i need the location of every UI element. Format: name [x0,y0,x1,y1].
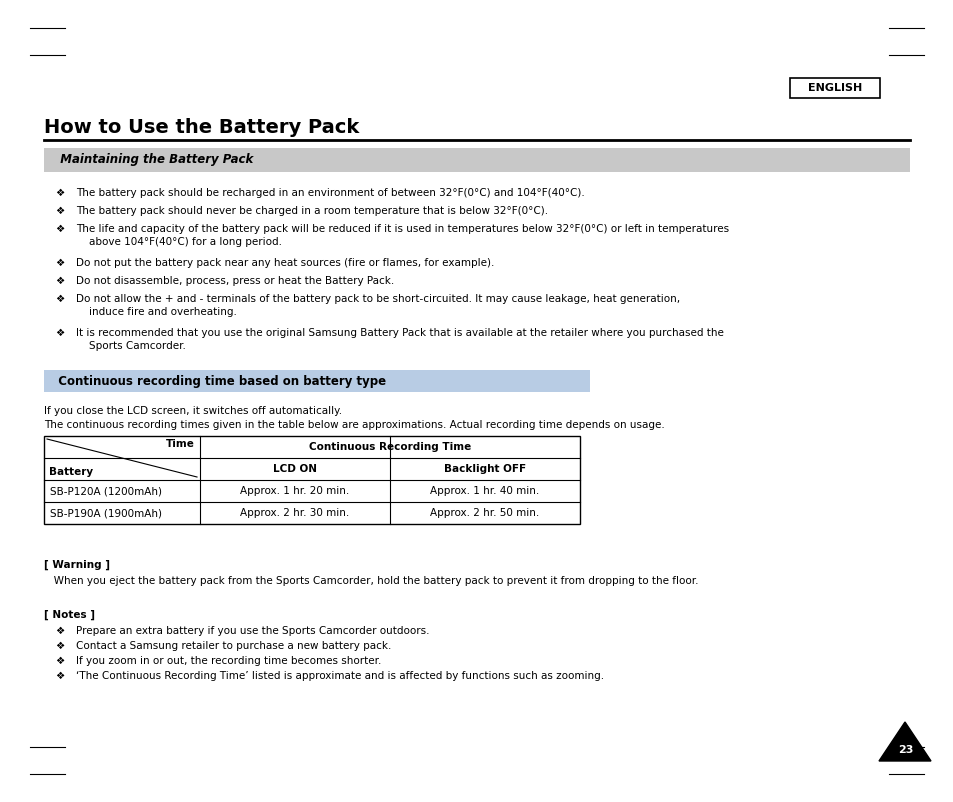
Text: If you close the LCD screen, it switches off automatically.: If you close the LCD screen, it switches… [44,406,342,416]
Polygon shape [878,722,930,761]
Text: Time: Time [166,439,194,449]
Text: Do not disassemble, process, press or heat the Battery Pack.: Do not disassemble, process, press or he… [76,276,394,286]
Text: ❖: ❖ [55,671,64,681]
Text: ❖: ❖ [55,641,64,651]
Text: ENGLISH: ENGLISH [807,83,862,93]
Text: SB-P190A (1900mAh): SB-P190A (1900mAh) [50,508,162,518]
Text: Maintaining the Battery Pack: Maintaining the Battery Pack [52,153,253,167]
Bar [44,148,909,172]
Text: Prepare an extra battery if you use the Sports Camcorder outdoors.: Prepare an extra battery if you use the … [76,626,429,636]
Text: The battery pack should be recharged in an environment of between 32°F(0°C) and : The battery pack should be recharged in … [76,188,584,198]
Text: Approx. 1 hr. 20 min.: Approx. 1 hr. 20 min. [240,486,349,496]
Text: When you eject the battery pack from the Sports Camcorder, hold the battery pack: When you eject the battery pack from the… [44,576,698,586]
Text: Continuous recording time based on battery type: Continuous recording time based on batte… [50,375,386,387]
Text: [ Warning ]: [ Warning ] [44,560,110,570]
Text: Continuous Recording Time: Continuous Recording Time [309,442,471,452]
Text: The continuous recording times given in the table below are approximations. Actu: The continuous recording times given in … [44,420,664,430]
Bar [44,436,579,524]
Text: Do not allow the + and - terminals of the battery pack to be short-circuited. It: Do not allow the + and - terminals of th… [76,294,679,317]
Text: ❖: ❖ [55,258,64,268]
Text: If you zoom in or out, the recording time becomes shorter.: If you zoom in or out, the recording tim… [76,656,381,666]
Text: ❖: ❖ [55,188,64,198]
Text: ❖: ❖ [55,656,64,666]
Text: ❖: ❖ [55,294,64,304]
Text: Battery: Battery [49,467,93,477]
Text: [ Notes ]: [ Notes ] [44,610,95,620]
Text: SB-P120A (1200mAh): SB-P120A (1200mAh) [50,486,162,496]
Text: How to Use the Battery Pack: How to Use the Battery Pack [44,118,359,137]
Text: ❖: ❖ [55,276,64,286]
Text: ❖: ❖ [55,206,64,216]
Text: 23: 23 [898,745,913,755]
Text: Approx. 1 hr. 40 min.: Approx. 1 hr. 40 min. [430,486,539,496]
Bar [44,370,589,392]
Text: Do not put the battery pack near any heat sources (fire or flames, for example).: Do not put the battery pack near any hea… [76,258,494,268]
Text: The battery pack should never be charged in a room temperature that is below 32°: The battery pack should never be charged… [76,206,548,216]
Bar [789,78,879,98]
Text: Backlight OFF: Backlight OFF [443,464,525,474]
Text: ❖: ❖ [55,224,64,234]
Text: ‘The Continuous Recording Time’ listed is approximate and is affected by functio: ‘The Continuous Recording Time’ listed i… [76,671,603,681]
Text: ❖: ❖ [55,626,64,636]
Text: LCD ON: LCD ON [273,464,316,474]
Text: Approx. 2 hr. 50 min.: Approx. 2 hr. 50 min. [430,508,539,518]
Text: The life and capacity of the battery pack will be reduced if it is used in tempe: The life and capacity of the battery pac… [76,224,728,247]
Text: Approx. 2 hr. 30 min.: Approx. 2 hr. 30 min. [240,508,349,518]
Text: It is recommended that you use the original Samsung Battery Pack that is availab: It is recommended that you use the origi… [76,328,723,350]
Text: Contact a Samsung retailer to purchase a new battery pack.: Contact a Samsung retailer to purchase a… [76,641,391,651]
Text: ❖: ❖ [55,328,64,338]
